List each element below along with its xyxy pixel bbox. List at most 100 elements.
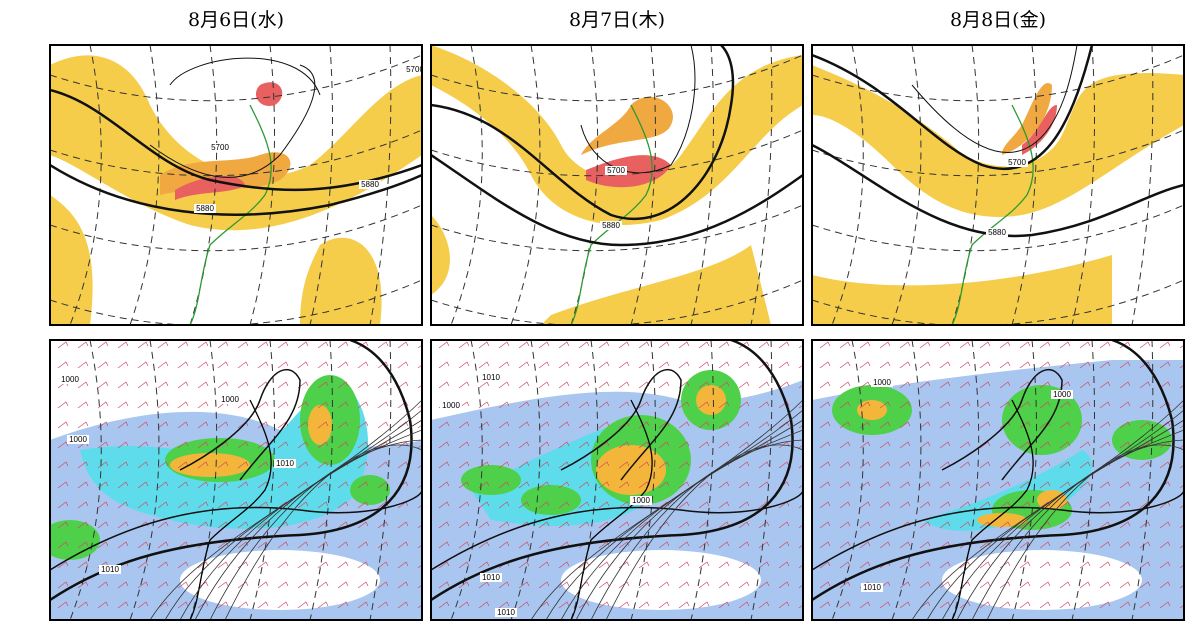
wind-barb: [137, 581, 149, 589]
wind-barb: [578, 481, 590, 489]
wind-barb: [698, 581, 710, 589]
wind-barb: [578, 541, 590, 549]
wind-barb: [377, 401, 389, 409]
wind-barb: [959, 581, 971, 589]
wind-barb: [798, 424, 803, 429]
wind-barb: [879, 601, 891, 609]
wind-barb: [879, 361, 891, 369]
wind-barb: [899, 481, 911, 489]
wind-barb: [177, 381, 189, 389]
wind-barb: [658, 561, 670, 569]
wind-barb: [618, 381, 630, 389]
wind-barb: [658, 341, 670, 349]
precip-green: [521, 485, 581, 515]
wind-barb: [157, 441, 169, 449]
wind-barb: [197, 581, 209, 589]
wind-barb: [377, 381, 389, 389]
wind-barb: [77, 361, 89, 369]
wind-barb: [558, 341, 570, 349]
height-shading: [812, 65, 1184, 217]
graticule: [831, 45, 864, 325]
wind-barb: [397, 561, 409, 569]
wind-barb: [819, 581, 831, 589]
wind-barb: [1119, 381, 1131, 389]
wind-barb: [758, 541, 770, 549]
wind-barb: [979, 601, 991, 609]
wind-barb: [478, 361, 490, 369]
wind-barb: [798, 384, 803, 389]
wind-barb: [518, 381, 530, 389]
wind-barb: [919, 381, 931, 389]
wind-barb: [1039, 441, 1051, 449]
wind-barb: [277, 441, 289, 449]
wind-barb: [598, 441, 610, 449]
wind-barb: [197, 421, 209, 429]
wind-barb: [538, 521, 550, 529]
wind-barb: [738, 501, 750, 509]
wind-barb: [999, 341, 1011, 349]
wind-barb: [758, 581, 770, 589]
wind-barb: [197, 401, 209, 409]
wind-barb: [578, 421, 590, 429]
wind-barb: [317, 581, 329, 589]
wind-barb: [1159, 521, 1171, 529]
wind-barb: [377, 521, 389, 529]
wind-barb: [1059, 401, 1071, 409]
graticule: [570, 340, 599, 620]
wind-barb: [578, 501, 590, 509]
label-bg: [600, 221, 622, 230]
graticule: [309, 45, 333, 325]
map-content: 1000 1000 1000 1010 1010: [10, 340, 422, 620]
wind-barb: [217, 361, 229, 369]
wind-barb: [718, 381, 730, 389]
wind-barb: [678, 381, 690, 389]
wind-barb: [117, 381, 129, 389]
wind-barb: [377, 541, 389, 549]
wind-barb: [317, 441, 329, 449]
wind-barb: [77, 421, 89, 429]
isobar: [560, 368, 682, 481]
wind-barb: [839, 581, 851, 589]
graticule: [309, 340, 333, 620]
dry-area: [942, 550, 1142, 610]
wind-barb: [458, 481, 470, 489]
wind-barb: [919, 501, 931, 509]
wind-barb: [919, 541, 931, 549]
wind-barb: [819, 381, 831, 389]
wind-barb: [337, 501, 349, 509]
wind-barb: [77, 561, 89, 569]
wind-barb: [839, 381, 851, 389]
wind-barb: [798, 524, 803, 529]
wind-barb: [217, 581, 229, 589]
wind-barb: [217, 341, 229, 349]
graticule: [10, 340, 44, 620]
wind-barb: [999, 461, 1011, 469]
wind-barb: [1159, 341, 1171, 349]
wind-barb: [498, 381, 510, 389]
wind-barb: [197, 441, 209, 449]
wind-barb: [1099, 581, 1111, 589]
wind-barb: [558, 441, 570, 449]
wind-barb: [538, 441, 550, 449]
precip-green: [50, 520, 100, 560]
wind-barb: [1099, 341, 1111, 349]
wind-barb: [819, 461, 831, 469]
precip-green: [1112, 420, 1172, 460]
wind-barb: [678, 421, 690, 429]
label-bg: [871, 378, 893, 387]
wind-barb: [598, 561, 610, 569]
label-bg: [274, 459, 296, 468]
wind-barb: [839, 561, 851, 569]
panel-border: [49, 44, 423, 326]
wind-barb: [598, 501, 610, 509]
wind-barb: [1059, 481, 1071, 489]
wind-barb: [137, 561, 149, 569]
upper-map: 5700 5700 5880 5880: [49, 44, 423, 326]
wind-barb: [819, 481, 831, 489]
wind-barb: [899, 581, 911, 589]
wind-barb: [979, 361, 991, 369]
wind-barb: [1099, 501, 1111, 509]
wind-barb: [157, 361, 169, 369]
wind-barb: [57, 541, 69, 549]
wind-barb: [658, 441, 670, 449]
